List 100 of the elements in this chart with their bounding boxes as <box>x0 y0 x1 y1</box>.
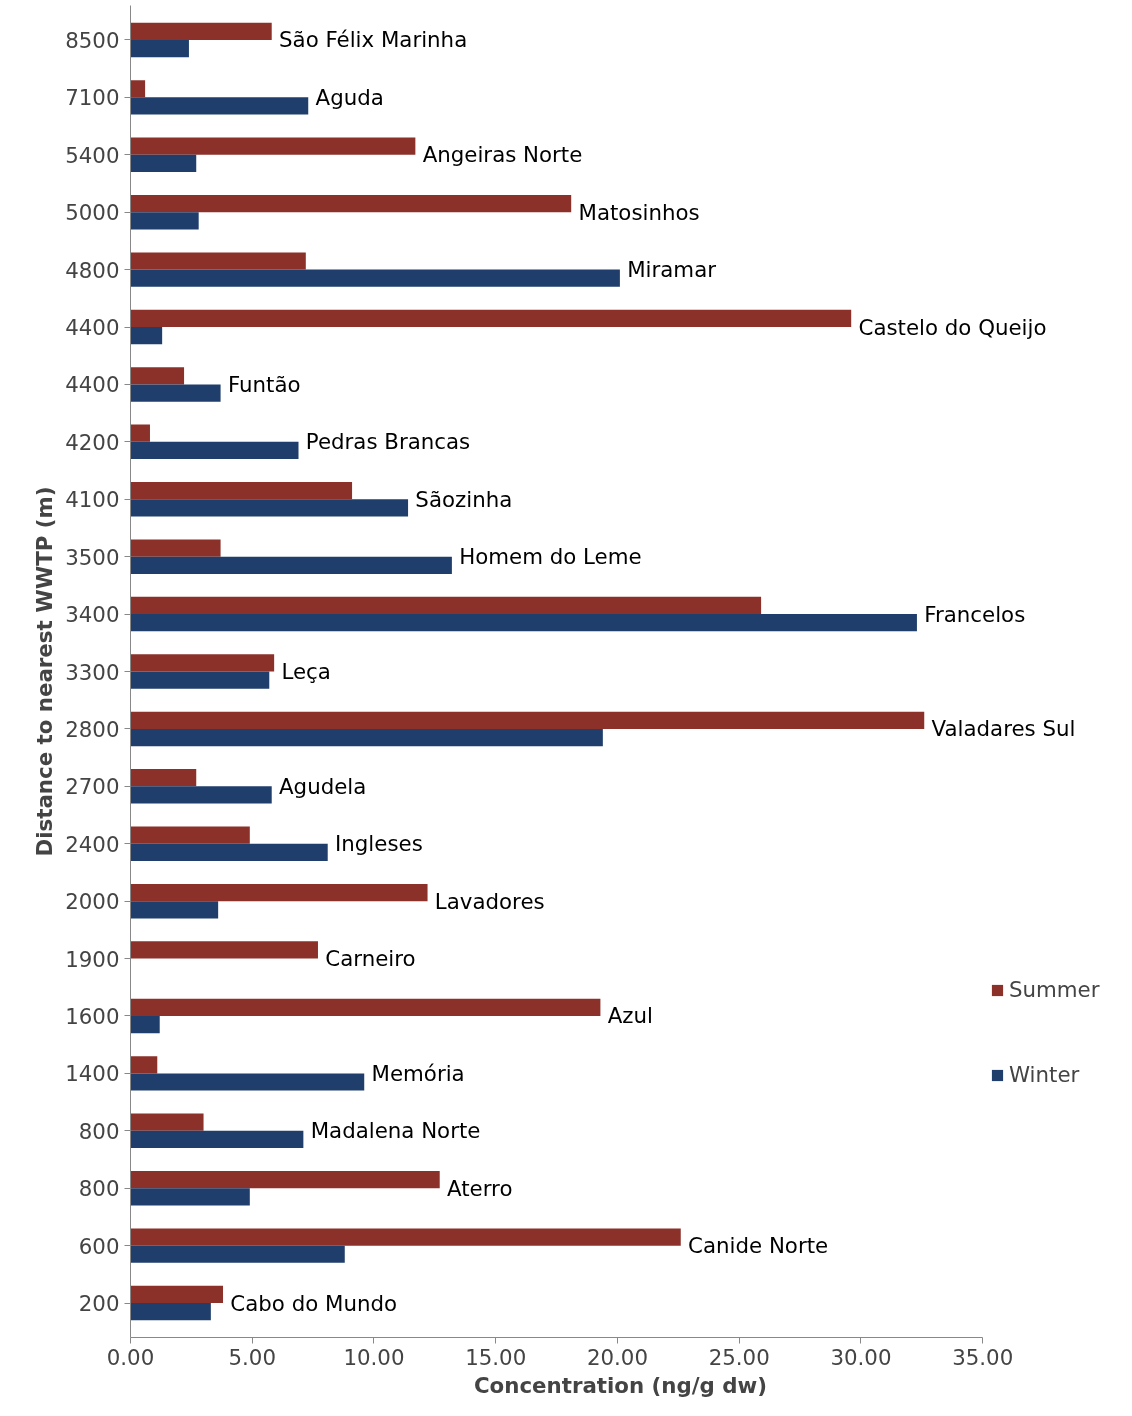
bar <box>130 212 199 230</box>
annotation: Cabo do Mundo <box>230 1290 398 1316</box>
y-tick-label: 5400 <box>65 142 120 168</box>
bar <box>130 539 221 557</box>
y-tick-label: 3500 <box>65 544 120 570</box>
bar <box>130 327 163 345</box>
bar <box>130 441 299 460</box>
x-axis-title: Concentration (ng/g dw) <box>473 1372 768 1398</box>
annotation: Agudela <box>279 773 367 799</box>
bar <box>130 786 272 804</box>
bar <box>130 1188 250 1206</box>
annotation: Ingleses <box>335 831 423 857</box>
x-tick-label: 35.00 <box>952 1344 1014 1370</box>
bar <box>130 1228 681 1246</box>
annotation: Castelo do Queijo <box>858 314 1047 340</box>
y-tick-label: 2400 <box>65 831 120 857</box>
y-tick-label: 4400 <box>65 372 120 398</box>
bar <box>130 384 221 402</box>
bar <box>130 769 197 787</box>
bar <box>130 1245 345 1263</box>
x-tick-label: 5.00 <box>228 1344 276 1370</box>
annotation: São Félix Marinha <box>279 27 468 53</box>
y-tick-label: 5000 <box>65 200 120 226</box>
y-tick-label: 4800 <box>65 257 120 283</box>
bar <box>130 826 250 844</box>
bar <box>130 39 189 58</box>
y-tick-label: 4400 <box>65 315 120 341</box>
bar <box>130 194 572 213</box>
annotation: Aguda <box>315 84 384 110</box>
annotation: Azul <box>607 1003 653 1029</box>
bar <box>130 1130 304 1149</box>
bar <box>130 998 601 1016</box>
bar <box>130 80 146 98</box>
annotation: Angeiras Norte <box>422 142 583 168</box>
x-tick-label: 30.00 <box>830 1344 892 1370</box>
y-tick-label: 200 <box>78 1291 120 1317</box>
bar <box>130 499 409 517</box>
bar <box>130 1113 204 1131</box>
bar <box>130 883 428 902</box>
annotation: Valadares Sul <box>931 716 1076 742</box>
bar <box>130 941 318 959</box>
legend-label: Summer <box>1009 977 1100 1002</box>
x-tick-label: 10.00 <box>343 1344 405 1370</box>
y-tick-label: 3400 <box>65 602 120 628</box>
x-tick-label: 20.00 <box>586 1344 648 1370</box>
y-tick-label: 800 <box>78 1118 120 1144</box>
y-tick-label: 600 <box>78 1233 120 1259</box>
bar <box>130 97 309 115</box>
x-tick-label: 25.00 <box>708 1344 770 1370</box>
bar <box>130 1285 224 1304</box>
bar <box>130 1073 365 1091</box>
bar <box>130 614 917 632</box>
annotation: Canide Norte <box>688 1233 829 1259</box>
y-tick-label: 2700 <box>65 774 120 800</box>
bar <box>130 556 452 574</box>
bar <box>130 1056 158 1074</box>
bar <box>130 309 852 328</box>
y-tick-label: 1600 <box>65 1003 120 1029</box>
bar <box>130 367 185 385</box>
y-tick-label: 3300 <box>65 659 120 685</box>
annotation: Madalena Norte <box>310 1118 481 1144</box>
annotation: Lavadores <box>434 888 545 914</box>
bar <box>130 482 353 500</box>
bar <box>130 654 275 672</box>
bar <box>130 137 416 155</box>
bar <box>130 269 620 287</box>
bar <box>130 1303 211 1321</box>
annotation: Homem do Leme <box>459 544 642 570</box>
annotation: Leça <box>281 659 331 684</box>
annotation: Aterro <box>447 1175 513 1201</box>
bar <box>130 22 272 40</box>
y-tick-label: 1400 <box>65 1061 120 1087</box>
annotation: Carneiro <box>325 946 416 972</box>
x-tick-label: 0.00 <box>106 1344 155 1370</box>
y-tick-label: 2800 <box>65 716 120 742</box>
y-axis-title: Distance to nearest WWTP (m) <box>32 486 58 857</box>
bar <box>130 671 270 689</box>
annotation: Miramar <box>627 257 717 283</box>
y-tick-label: 4200 <box>65 429 120 455</box>
annotation: Francelos <box>924 601 1026 627</box>
y-tick-label: 1900 <box>65 946 120 972</box>
y-tick-label: 7100 <box>65 85 120 111</box>
bar <box>130 711 925 729</box>
y-tick-label: 2000 <box>65 889 120 915</box>
annotation: Funtão <box>227 371 301 397</box>
annotation: Sãozinha <box>415 486 513 512</box>
annotation: Pedras Brancas <box>305 429 471 455</box>
bar <box>130 728 603 747</box>
y-tick-label: 4100 <box>65 487 120 513</box>
bar <box>130 252 306 270</box>
x-tick-label: 15.00 <box>465 1344 527 1370</box>
bar <box>130 901 219 919</box>
legend-label: Winter <box>1009 1062 1080 1087</box>
y-tick-label: 800 <box>78 1176 120 1202</box>
bar <box>130 843 328 861</box>
annotation: Matosinhos <box>578 199 700 225</box>
bar <box>130 1015 160 1034</box>
bar <box>130 424 150 442</box>
bar <box>130 154 197 172</box>
annotation: Memória <box>371 1060 465 1086</box>
